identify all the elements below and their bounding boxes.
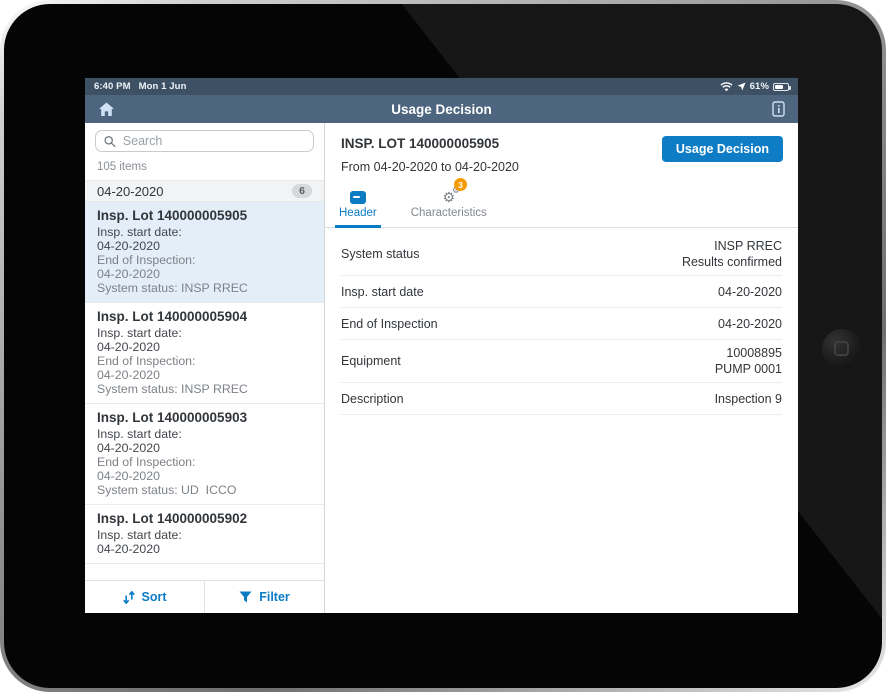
tab-characteristics-label: Characteristics: [410, 207, 487, 219]
items-count: 105 items: [97, 161, 147, 173]
wifi-icon: [720, 81, 733, 91]
tab-bar: Header ⚙ ⚙ 3 Characteristics: [325, 178, 798, 228]
field-value-line: PUMP 0001: [714, 362, 782, 376]
list-item-lot-5902[interactable]: Insp. Lot 140000005902 Insp. start date:…: [85, 505, 324, 564]
home-icon: [99, 102, 114, 116]
item-system-status: System status: INSP RREC: [97, 281, 248, 295]
item-title: Insp. Lot 140000005904: [97, 309, 248, 324]
document-info-button[interactable]: [772, 101, 785, 117]
field-label: Equipment: [341, 354, 401, 368]
item-start-label: Insp. start date:: [97, 427, 182, 441]
item-system-status: System status: UD ICCO: [97, 483, 237, 497]
group-count-badge: 6: [292, 184, 312, 198]
item-end-label: End of Inspection:: [97, 354, 196, 368]
battery-percent: 61%: [749, 81, 769, 92]
item-start-date: 04-20-2020: [97, 441, 160, 455]
object-header-text: INSP. LOT 140000005905 From 04-20-2020 t…: [341, 136, 519, 174]
field-value: 04-20-2020: [718, 316, 782, 332]
object-header: INSP. LOT 140000005905 From 04-20-2020 t…: [325, 123, 798, 178]
field-label: Insp. start date: [341, 284, 424, 299]
item-start-label: Insp. start date:: [97, 225, 182, 239]
field-value: 10008895 PUMP 0001: [715, 345, 782, 377]
field-value-line: Inspection 9: [714, 391, 782, 406]
home-button-square-icon: [834, 341, 849, 356]
field-value: Inspection 9: [715, 391, 782, 407]
status-bar: 6:40 PM Mon 1 Jun 61%: [85, 78, 798, 95]
filter-button[interactable]: Filter: [204, 581, 324, 613]
status-time-date: 6:40 PM Mon 1 Jun: [94, 81, 194, 92]
tab-header-label: Header: [339, 207, 377, 219]
list-footer-toolbar: Sort Filter: [85, 580, 324, 613]
filter-icon: [239, 591, 252, 603]
master-list-panel: 105 items 04-20-2020 6 Insp. Lot 1400000…: [85, 123, 325, 613]
list-item-lot-5903[interactable]: Insp. Lot 140000005903 Insp. start date:…: [85, 404, 324, 505]
sort-button[interactable]: Sort: [85, 581, 204, 613]
item-start-date: 04-20-2020: [97, 542, 160, 556]
item-start-label: Insp. start date:: [97, 326, 182, 340]
sort-label: Sort: [141, 590, 167, 604]
field-equipment: Equipment 10008895 PUMP 0001: [341, 340, 782, 383]
field-insp-start-date: Insp. start date 04-20-2020: [341, 276, 782, 308]
item-end-date: 04-20-2020: [97, 267, 160, 281]
filter-label: Filter: [259, 590, 290, 604]
search-icon: [104, 135, 116, 147]
field-value-line: 10008895: [726, 346, 782, 360]
app-screen: 6:40 PM Mon 1 Jun 61% Usage Decision: [85, 78, 798, 613]
list-group-header: 04-20-2020 6: [85, 180, 324, 202]
home-nav-button[interactable]: [98, 102, 115, 117]
status-date: Mon 1 Jun: [138, 81, 187, 92]
header-tab-icon: [349, 186, 366, 204]
sort-icon: [122, 590, 135, 604]
tab-header[interactable]: Header: [335, 184, 381, 228]
item-end-label: End of Inspection:: [97, 455, 196, 469]
header-form: System status INSP RREC Results confirme…: [325, 228, 798, 415]
item-start-date: 04-20-2020: [97, 239, 160, 253]
field-label: Description: [341, 391, 404, 406]
detail-panel: INSP. LOT 140000005905 From 04-20-2020 t…: [325, 123, 798, 613]
field-end-of-inspection: End of Inspection 04-20-2020: [341, 308, 782, 340]
document-info-icon: [772, 101, 785, 117]
item-title: Insp. Lot 140000005905: [97, 208, 248, 223]
battery-icon: [773, 82, 791, 91]
field-label: System status: [341, 247, 420, 261]
detail-title: INSP. LOT 140000005905: [341, 136, 500, 151]
item-end-date: 04-20-2020: [97, 368, 160, 382]
item-system-status: System status: INSP RREC: [97, 382, 248, 396]
search-area: [85, 123, 324, 158]
field-value-line: Results confirmed: [681, 255, 782, 269]
group-date: 04-20-2020: [97, 183, 164, 199]
field-system-status: System status INSP RREC Results confirme…: [341, 233, 782, 276]
field-description: Description Inspection 9: [341, 383, 782, 415]
navigation-bar: Usage Decision: [85, 95, 798, 123]
item-title: Insp. Lot 140000005903: [97, 410, 248, 425]
item-end-date: 04-20-2020: [97, 469, 160, 483]
list-item-lot-5905[interactable]: Insp. Lot 140000005905 Insp. start date:…: [85, 202, 324, 303]
field-value-line: INSP RREC: [714, 239, 782, 253]
status-time: 6:40 PM: [94, 81, 131, 92]
search-field[interactable]: [95, 130, 314, 152]
item-end-label: End of Inspection:: [97, 253, 196, 267]
field-label: End of Inspection: [341, 316, 438, 331]
item-start-label: Insp. start date:: [97, 528, 182, 542]
field-value: 04-20-2020: [718, 284, 782, 300]
page-title: Usage Decision: [391, 101, 492, 117]
field-value-line: 04-20-2020: [718, 316, 782, 331]
field-value-line: 04-20-2020: [718, 284, 782, 299]
characteristics-count-badge: 3: [454, 178, 468, 191]
usage-decision-button[interactable]: Usage Decision: [661, 136, 783, 162]
inspection-lot-list: Insp. Lot 140000005905 Insp. start date:…: [85, 202, 324, 613]
gears-icon: ⚙ ⚙ 3: [442, 178, 468, 204]
tab-characteristics[interactable]: ⚙ ⚙ 3 Characteristics: [407, 178, 491, 228]
field-value: INSP RREC Results confirmed: [682, 238, 782, 270]
location-icon: [737, 82, 746, 91]
list-item-lot-5904[interactable]: Insp. Lot 140000005904 Insp. start date:…: [85, 303, 324, 404]
status-indicators: 61%: [720, 81, 791, 92]
home-button[interactable]: [822, 329, 862, 369]
split-view: 105 items 04-20-2020 6 Insp. Lot 1400000…: [85, 123, 798, 613]
detail-date-range: From 04-20-2020 to 04-20-2020: [341, 160, 519, 174]
item-title: Insp. Lot 140000005902: [97, 511, 248, 526]
item-start-date: 04-20-2020: [97, 340, 160, 354]
search-input[interactable]: [122, 134, 305, 148]
